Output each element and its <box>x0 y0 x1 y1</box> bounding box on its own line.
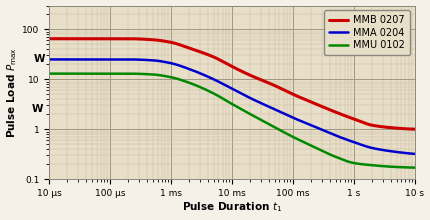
MMA 0204 <box>245 95 250 98</box>
MMB 0207 <box>264 81 270 84</box>
Y-axis label: Pulse Load $P_\mathrm{max}$: Pulse Load $P_\mathrm{max}$ <box>6 47 19 138</box>
MMU 0102 <box>46 72 52 75</box>
Text: W: W <box>33 54 45 64</box>
MMU 0102 <box>412 166 418 169</box>
Line: MMA 0204: MMA 0204 <box>49 59 415 154</box>
Line: MMU 0102: MMU 0102 <box>49 74 415 168</box>
MMU 0102 <box>220 97 225 100</box>
MMU 0102 <box>245 111 250 114</box>
MMB 0207 <box>222 62 227 64</box>
Line: MMB 0207: MMB 0207 <box>49 39 415 129</box>
MMA 0204 <box>412 153 418 155</box>
MMU 0102 <box>264 122 270 124</box>
MMB 0207 <box>347 116 352 119</box>
MMA 0204 <box>220 82 225 85</box>
MMA 0204 <box>46 58 52 61</box>
MMA 0204 <box>347 139 352 142</box>
MMB 0207 <box>412 128 418 130</box>
X-axis label: Pulse Duration $t_1$: Pulse Duration $t_1$ <box>182 201 282 214</box>
Text: W: W <box>32 104 43 114</box>
MMB 0207 <box>404 128 409 130</box>
MMB 0207 <box>245 73 250 75</box>
MMA 0204 <box>404 152 409 154</box>
MMU 0102 <box>347 161 352 163</box>
MMB 0207 <box>220 60 225 63</box>
MMA 0204 <box>264 104 270 107</box>
MMU 0102 <box>404 166 409 169</box>
MMB 0207 <box>46 37 52 40</box>
MMA 0204 <box>222 84 227 86</box>
Legend: MMB 0207, MMA 0204, MMU 0102: MMB 0207, MMA 0204, MMU 0102 <box>324 10 410 55</box>
MMU 0102 <box>222 99 227 101</box>
